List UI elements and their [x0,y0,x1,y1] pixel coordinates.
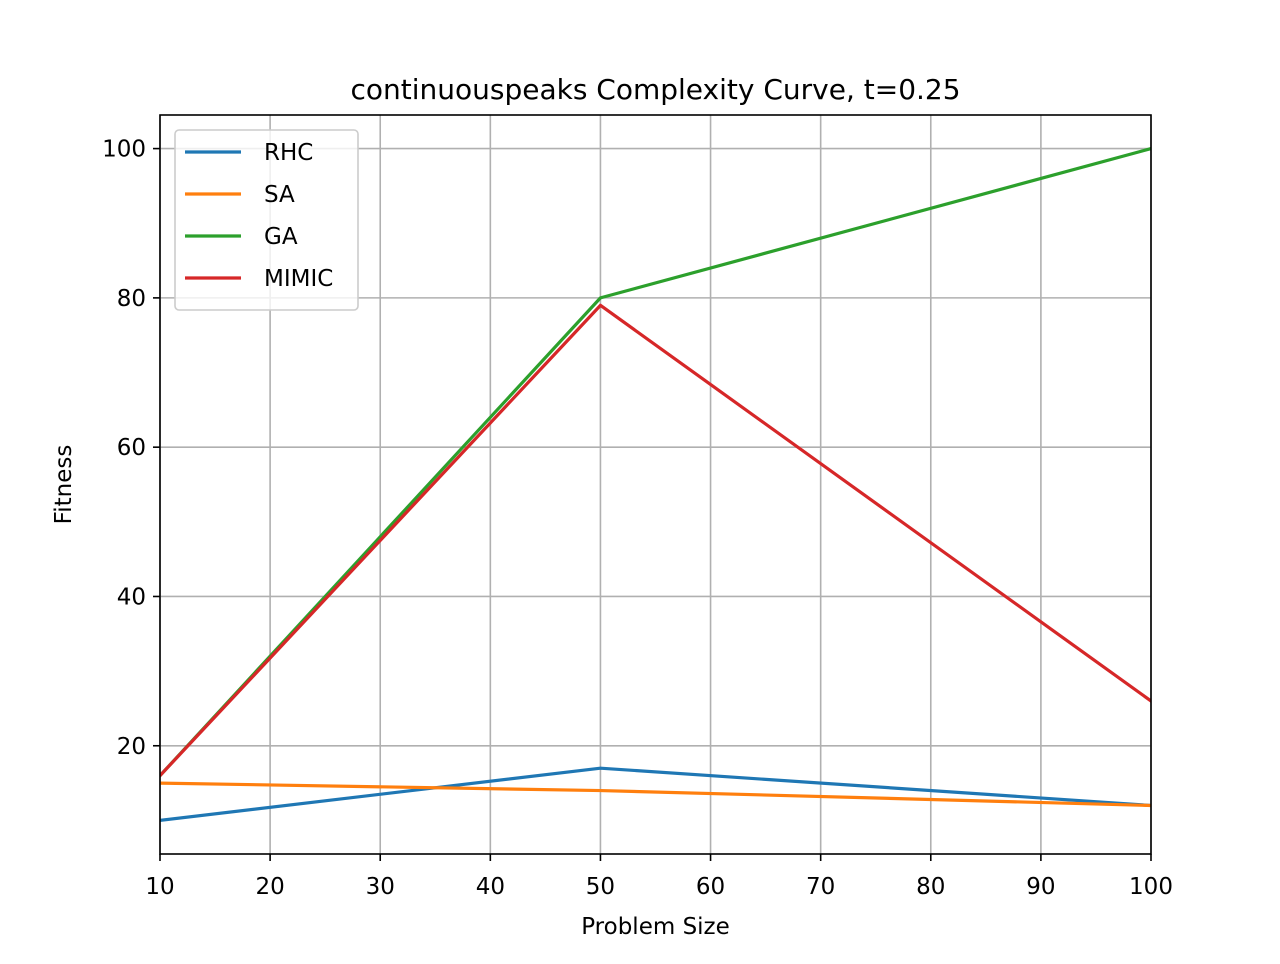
y-tick-label: 60 [117,435,146,461]
legend-label-rhc: RHC [264,140,313,166]
legend-label-sa: SA [264,182,295,208]
x-tick-label: 90 [1026,874,1055,900]
legend-label-mimic: MIMIC [264,266,333,292]
series-line-rhc [160,766,1151,823]
axis-ticks: 10 20 30 40 50 60 70 80 90 100 20 40 60 80 100 [102,137,1173,900]
x-tick-label: 80 [916,874,945,900]
x-tick-label: 70 [806,874,835,900]
x-tick-label: 30 [366,874,395,900]
series-line-mimic [160,303,1151,778]
x-tick-label: 50 [586,874,615,900]
y-axis-label: Fitness [51,445,77,525]
x-tick-label: 100 [1129,874,1173,900]
x-tick-label: 60 [696,874,725,900]
chart-title: continuouspeaks Complexity Curve, t=0.25 [350,73,960,106]
legend-label-ga: GA [264,224,298,250]
series-line-sa [160,781,1151,808]
x-tick-label: 10 [145,874,174,900]
series-line-ga [160,146,1151,778]
gridlines [159,115,1152,854]
y-tick-label: 100 [102,137,146,163]
series-lines [160,146,1151,823]
x-tick-label: 40 [476,874,505,900]
x-axis-label: Problem Size [581,914,730,940]
plot-frame [159,114,1152,855]
y-tick-label: 20 [117,734,146,760]
x-tick-label: 20 [255,874,284,900]
y-tick-label: 80 [117,286,146,312]
y-tick-label: 40 [117,584,146,610]
legend-box [174,129,359,311]
legend: RHC SA GA MIMIC [174,129,359,311]
